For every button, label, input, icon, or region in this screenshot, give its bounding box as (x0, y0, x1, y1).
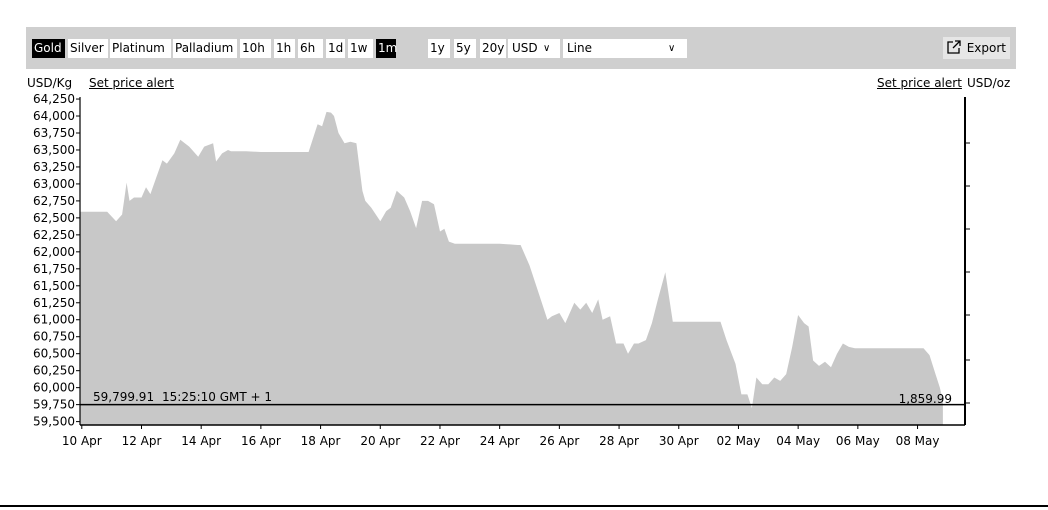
x-tick-label: 14 Apr (181, 434, 221, 448)
x-tick-label: 26 Apr (539, 434, 579, 448)
y-tick-label: 63,750 (33, 126, 75, 140)
current-value-kg: 59,799.91 (93, 390, 154, 404)
right-axis-unit: USD/oz (967, 76, 1011, 90)
chart-type-select[interactable]: Line ∨ (563, 39, 687, 58)
y-tick-label: 62,750 (33, 194, 75, 208)
y-tick-label: 61,500 (33, 279, 75, 293)
y-tick-label: 61,000 (33, 313, 75, 327)
range-1w[interactable]: 1w (348, 39, 373, 58)
x-tick-label: 16 Apr (241, 434, 281, 448)
x-tick-label: 20 Apr (360, 434, 400, 448)
y-tick-label: 61,750 (33, 262, 75, 276)
x-tick-label: 04 May (776, 434, 820, 448)
tab-silver[interactable]: Silver (68, 39, 108, 58)
y-tick-label: 62,000 (33, 245, 75, 259)
y-tick-label: 59,750 (33, 398, 75, 412)
range-1d[interactable]: 1d (326, 39, 345, 58)
y-tick-label: 63,000 (33, 177, 75, 191)
current-time: 15:25:10 GMT + 1 (162, 390, 272, 404)
set-price-alert-left[interactable]: Set price alert (89, 76, 174, 90)
export-button[interactable]: Export (942, 37, 1010, 59)
chevron-down-icon: ∨ (543, 43, 551, 54)
x-tick-label: 02 May (716, 434, 760, 448)
y-tick-label: 60,250 (33, 364, 75, 378)
chart-toolbar: Gold Silver Platinum Palladium 10h 1h 6h 1d 1w 1… (26, 27, 1016, 69)
tab-gold[interactable]: Gold (32, 39, 65, 58)
set-price-alert-right[interactable]: Set price alert (877, 76, 962, 90)
price-area (80, 111, 943, 426)
y-tick-label: 63,500 (33, 143, 75, 157)
currency-value: USD (512, 41, 538, 55)
y-tick-label: 63,250 (33, 160, 75, 174)
y-tick-label: 64,000 (33, 109, 75, 123)
y-tick-label: 60,500 (33, 347, 75, 361)
y-tick-label: 60,000 (33, 381, 75, 395)
x-tick-label: 30 Apr (659, 434, 699, 448)
x-tick-label: 08 May (896, 434, 940, 448)
x-tick-label: 24 Apr (480, 434, 520, 448)
range-1m[interactable]: 1m (376, 39, 397, 58)
external-link-icon (947, 40, 961, 54)
range-20y[interactable]: 20y (480, 39, 506, 58)
range-6h[interactable]: 6h (298, 39, 323, 58)
x-tick-label: 28 Apr (599, 434, 639, 448)
chart-type-value: Line (567, 41, 593, 55)
currency-select[interactable]: USD ∨ (508, 39, 560, 58)
x-tick-label: 06 May (836, 434, 880, 448)
export-label: Export (966, 41, 1006, 55)
bottom-divider (0, 505, 1048, 507)
y-tick-label: 61,250 (33, 296, 75, 310)
x-tick-label: 10 Apr (62, 434, 102, 448)
left-axis-unit: USD/Kg (27, 76, 73, 90)
axis-labels: 59,500 59,750 60,000 60,250 60,500 60,750 61,0… (33, 92, 939, 448)
tab-platinum[interactable]: Platinum (110, 39, 171, 58)
chevron-down-icon: ∨ (668, 43, 676, 54)
axes (76, 97, 970, 429)
current-value-oz: 1,859.99 (899, 392, 952, 406)
x-tick-label: 12 Apr (122, 434, 162, 448)
range-1h[interactable]: 1h (274, 39, 295, 58)
range-1y[interactable]: 1y (428, 39, 450, 58)
y-tick-label: 59,500 (33, 415, 75, 429)
x-tick-label: 18 Apr (301, 434, 341, 448)
range-5y[interactable]: 5y (454, 39, 476, 58)
x-tick-label: 22 Apr (420, 434, 460, 448)
price-area-layer (80, 111, 943, 426)
tab-palladium[interactable]: Palladium (173, 39, 237, 58)
y-tick-label: 60,750 (33, 330, 75, 344)
range-10h[interactable]: 10h (240, 39, 271, 58)
y-tick-label: 62,500 (33, 211, 75, 225)
y-tick-label: 64,250 (33, 92, 75, 106)
y-tick-label: 62,250 (33, 228, 75, 242)
